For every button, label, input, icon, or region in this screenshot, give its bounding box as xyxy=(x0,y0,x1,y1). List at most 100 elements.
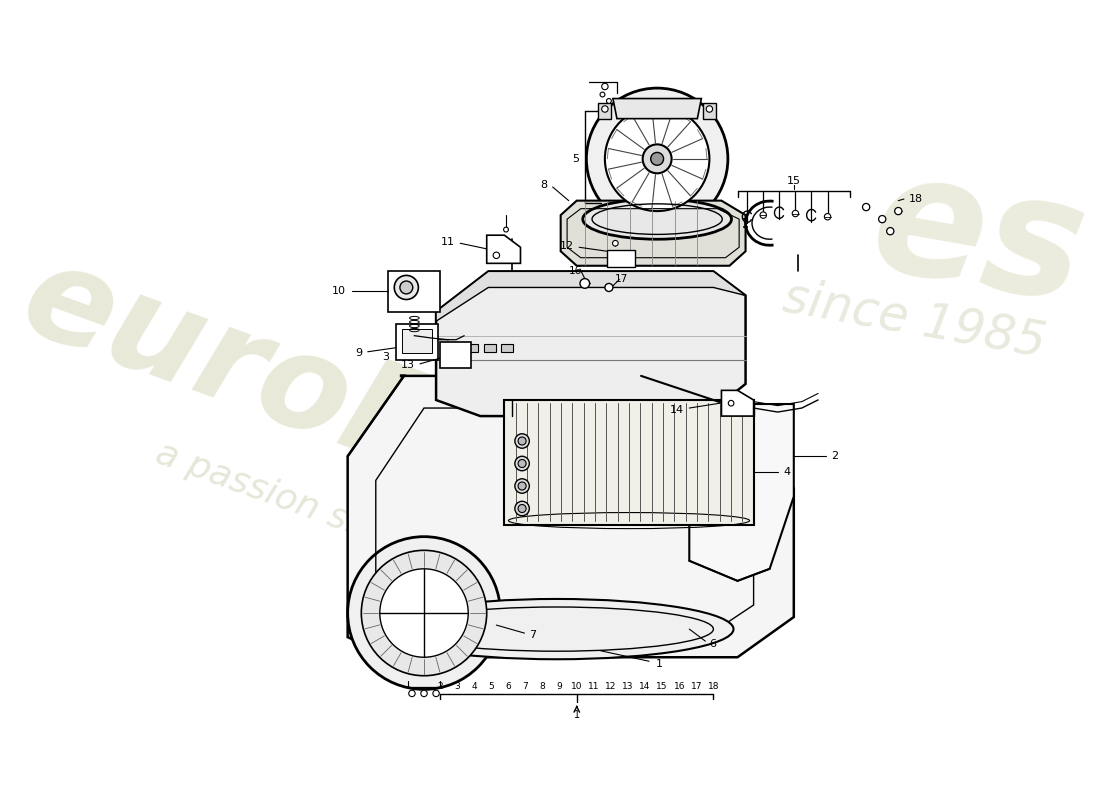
Circle shape xyxy=(862,203,870,210)
Text: 8: 8 xyxy=(541,179,548,190)
Bar xyxy=(440,342,471,368)
Ellipse shape xyxy=(583,199,732,239)
Circle shape xyxy=(651,153,663,166)
Polygon shape xyxy=(436,271,746,416)
Text: 2: 2 xyxy=(438,682,443,691)
Bar xyxy=(607,250,636,267)
Circle shape xyxy=(605,106,710,211)
Circle shape xyxy=(400,281,412,294)
Circle shape xyxy=(642,144,672,174)
Circle shape xyxy=(602,106,608,112)
Text: a passion since 1985: a passion since 1985 xyxy=(151,435,520,598)
Polygon shape xyxy=(348,376,794,658)
Circle shape xyxy=(605,283,613,291)
Bar xyxy=(465,344,477,352)
Text: 18: 18 xyxy=(909,194,923,204)
Text: 12: 12 xyxy=(560,241,573,250)
Text: 13: 13 xyxy=(400,361,415,370)
Circle shape xyxy=(504,227,508,232)
Circle shape xyxy=(894,207,902,214)
Text: 15: 15 xyxy=(786,176,801,186)
Bar xyxy=(703,102,716,118)
Text: 10: 10 xyxy=(332,286,346,297)
Text: 6: 6 xyxy=(710,638,716,649)
Ellipse shape xyxy=(379,599,734,659)
Circle shape xyxy=(601,92,605,97)
Bar xyxy=(484,344,496,352)
Bar xyxy=(448,344,460,352)
Text: 15: 15 xyxy=(657,682,668,691)
Bar xyxy=(598,102,612,118)
Circle shape xyxy=(361,550,486,676)
Text: 13: 13 xyxy=(623,682,634,691)
Text: 3: 3 xyxy=(383,352,389,362)
Circle shape xyxy=(515,456,529,470)
Bar xyxy=(502,344,514,352)
Text: 6: 6 xyxy=(506,682,512,691)
Text: 9: 9 xyxy=(557,682,562,691)
Circle shape xyxy=(728,401,734,406)
Circle shape xyxy=(518,482,526,490)
Circle shape xyxy=(792,210,799,217)
Text: 9: 9 xyxy=(355,348,362,358)
Text: 5: 5 xyxy=(572,154,580,164)
Circle shape xyxy=(433,690,439,697)
Ellipse shape xyxy=(586,225,727,262)
Text: 7: 7 xyxy=(529,630,537,640)
Circle shape xyxy=(879,215,886,222)
Text: 8: 8 xyxy=(540,682,546,691)
Polygon shape xyxy=(690,404,794,581)
Polygon shape xyxy=(436,271,746,322)
Text: 14: 14 xyxy=(639,682,651,691)
Circle shape xyxy=(706,106,713,112)
Circle shape xyxy=(515,478,529,494)
Text: 7: 7 xyxy=(522,682,528,691)
Circle shape xyxy=(586,88,728,230)
Text: 1: 1 xyxy=(574,710,580,720)
Bar xyxy=(505,400,754,525)
Circle shape xyxy=(606,98,612,103)
Polygon shape xyxy=(561,201,746,266)
Circle shape xyxy=(348,537,500,690)
Circle shape xyxy=(515,434,529,448)
Text: 3: 3 xyxy=(454,682,460,691)
Circle shape xyxy=(518,459,526,467)
Text: 17: 17 xyxy=(614,274,628,285)
Text: 12: 12 xyxy=(605,682,617,691)
Polygon shape xyxy=(613,98,702,118)
Circle shape xyxy=(602,83,608,90)
Text: 17: 17 xyxy=(691,682,702,691)
Circle shape xyxy=(518,505,526,513)
Circle shape xyxy=(421,690,427,697)
Circle shape xyxy=(379,569,469,658)
Circle shape xyxy=(887,227,894,235)
Polygon shape xyxy=(486,235,520,263)
Text: euroParts: euroParts xyxy=(7,233,729,599)
Text: es: es xyxy=(860,141,1098,338)
Text: 18: 18 xyxy=(707,682,719,691)
Text: 10: 10 xyxy=(571,682,583,691)
Bar xyxy=(396,324,438,360)
Circle shape xyxy=(493,252,499,258)
Text: 16: 16 xyxy=(569,266,582,276)
Text: 4: 4 xyxy=(783,467,791,478)
Circle shape xyxy=(613,241,618,246)
Circle shape xyxy=(518,437,526,445)
Circle shape xyxy=(515,502,529,516)
Circle shape xyxy=(580,278,590,288)
Circle shape xyxy=(760,212,767,218)
Text: 4: 4 xyxy=(472,682,477,691)
Text: 11: 11 xyxy=(588,682,600,691)
Circle shape xyxy=(409,690,415,697)
Circle shape xyxy=(824,214,830,220)
Text: 11: 11 xyxy=(441,237,454,246)
Bar xyxy=(388,271,440,311)
Text: 1: 1 xyxy=(656,658,662,669)
Text: 2: 2 xyxy=(832,451,838,462)
Bar xyxy=(402,330,432,354)
Circle shape xyxy=(394,275,418,299)
Text: 5: 5 xyxy=(488,682,494,691)
Text: 14: 14 xyxy=(670,405,684,414)
Text: 16: 16 xyxy=(673,682,685,691)
Polygon shape xyxy=(722,390,754,416)
